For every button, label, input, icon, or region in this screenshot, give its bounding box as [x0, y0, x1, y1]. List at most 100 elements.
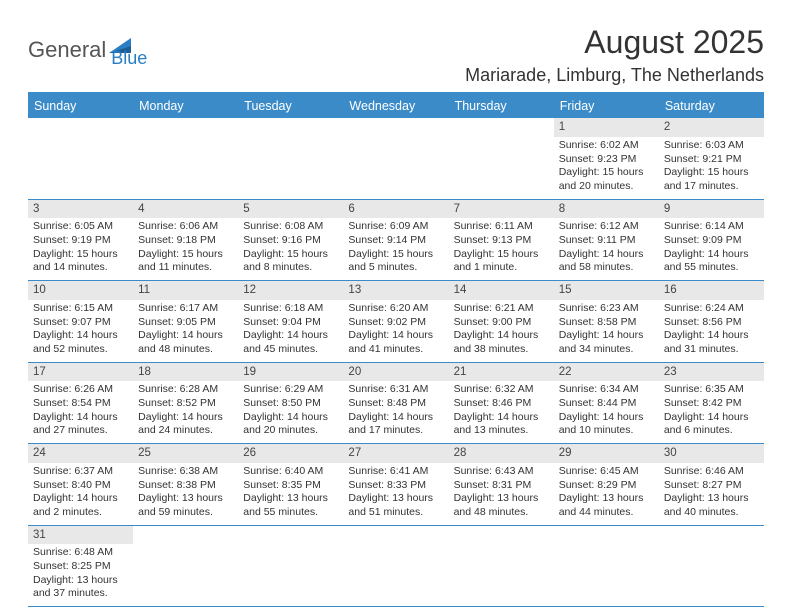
day-number: 7: [449, 200, 554, 219]
sunrise-line: Sunrise: 6:21 AM: [454, 302, 549, 316]
day-number: 18: [133, 363, 238, 382]
sunset-line: Sunset: 8:42 PM: [664, 397, 759, 411]
day-number: 22: [554, 363, 659, 382]
calendar-row: 31Sunrise: 6:48 AMSunset: 8:25 PMDayligh…: [28, 525, 764, 607]
header: General Blue August 2025 Mariarade, Limb…: [28, 24, 764, 86]
empty-cell: [238, 118, 343, 199]
daylight-line: Daylight: 13 hours and 51 minutes.: [348, 492, 443, 519]
day-cell-28: 28Sunrise: 6:43 AMSunset: 8:31 PMDayligh…: [449, 444, 554, 526]
daylight-line: Daylight: 13 hours and 48 minutes.: [454, 492, 549, 519]
sunrise-line: Sunrise: 6:40 AM: [243, 465, 338, 479]
day-body: Sunrise: 6:21 AMSunset: 9:00 PMDaylight:…: [449, 300, 554, 362]
sunrise-line: Sunrise: 6:38 AM: [138, 465, 233, 479]
day-number: 11: [133, 281, 238, 300]
daylight-line: Daylight: 14 hours and 10 minutes.: [559, 411, 654, 438]
day-cell-25: 25Sunrise: 6:38 AMSunset: 8:38 PMDayligh…: [133, 444, 238, 526]
day-body: Sunrise: 6:06 AMSunset: 9:18 PMDaylight:…: [133, 218, 238, 280]
calendar: SundayMondayTuesdayWednesdayThursdayFrid…: [28, 94, 764, 607]
day-cell-29: 29Sunrise: 6:45 AMSunset: 8:29 PMDayligh…: [554, 444, 659, 526]
logo: General Blue: [28, 30, 147, 69]
empty-cell: [449, 118, 554, 199]
daylight-line: Daylight: 14 hours and 2 minutes.: [33, 492, 128, 519]
day-body: Sunrise: 6:35 AMSunset: 8:42 PMDaylight:…: [659, 381, 764, 443]
sunset-line: Sunset: 8:25 PM: [33, 560, 128, 574]
day-body: Sunrise: 6:32 AMSunset: 8:46 PMDaylight:…: [449, 381, 554, 443]
sunrise-line: Sunrise: 6:23 AM: [559, 302, 654, 316]
calendar-row: 17Sunrise: 6:26 AMSunset: 8:54 PM Dayligh…: [28, 362, 764, 444]
day-cell-7: 7Sunrise: 6:11 AMSunset: 9:13 PMDaylight…: [449, 199, 554, 281]
day-number: 12: [238, 281, 343, 300]
day-body: Sunrise: 6:15 AMSunset: 9:07 PMDaylight:…: [28, 300, 133, 362]
day-cell-14: 14Sunrise: 6:21 AMSunset: 9:00 PMDayligh…: [449, 281, 554, 363]
daylight-line: Daylight: 14 hours and 17 minutes.: [348, 411, 443, 438]
day-number: 9: [659, 200, 764, 219]
sunrise-line: Sunrise: 6:43 AM: [454, 465, 549, 479]
sunrise-line: Sunrise: 6:32 AM: [454, 383, 549, 397]
sunrise-line: Sunrise: 6:46 AM: [664, 465, 759, 479]
sunrise-line: Sunrise: 6:24 AM: [664, 302, 759, 316]
empty-cell: [133, 118, 238, 199]
weekday-tuesday: Tuesday: [238, 94, 343, 118]
sunrise-line: Sunrise: 6:35 AM: [664, 383, 759, 397]
day-body: Sunrise: 6:40 AMSunset: 8:35 PMDaylight:…: [238, 463, 343, 525]
day-number: 24: [28, 444, 133, 463]
daylight-line: Daylight: 14 hours and 52 minutes.: [33, 329, 128, 356]
sunrise-line: Sunrise: 6:45 AM: [559, 465, 654, 479]
day-body: Sunrise: 6:29 AMSunset: 8:50 PMDaylight:…: [238, 381, 343, 443]
title-block: August 2025 Mariarade, Limburg, The Neth…: [465, 24, 764, 86]
day-cell-23: 23Sunrise: 6:35 AMSunset: 8:42 PMDayligh…: [659, 362, 764, 444]
sunrise-line: Sunrise: 6:06 AM: [138, 220, 233, 234]
sunset-line: Sunset: 9:00 PM: [454, 316, 549, 330]
calendar-row: 1Sunrise: 6:02 AMSunset: 9:23 PMDaylight…: [28, 118, 764, 199]
day-number: 31: [28, 526, 133, 545]
sunrise-line: Sunrise: 6:31 AM: [348, 383, 443, 397]
sunrise-line: Sunrise: 6:37 AM: [33, 465, 128, 479]
sunrise-line: Sunrise: 6:48 AM: [33, 546, 128, 560]
daylight-line: Daylight: 14 hours and 38 minutes.: [454, 329, 549, 356]
day-body: Sunrise: 6:28 AMSunset: 8:52 PMDaylight:…: [133, 381, 238, 443]
empty-cell: [449, 525, 554, 607]
sunset-line: Sunset: 9:05 PM: [138, 316, 233, 330]
day-body: Sunrise: 6:34 AMSunset: 8:44 PMDaylight:…: [554, 381, 659, 443]
day-body: Sunrise: 6:38 AMSunset: 8:38 PMDaylight:…: [133, 463, 238, 525]
day-cell-10: 10Sunrise: 6:15 AMSunset: 9:07 PMDayligh…: [28, 281, 133, 363]
sunset-line: Sunset: 8:46 PM: [454, 397, 549, 411]
sunset-line: Sunset: 9:23 PM: [559, 153, 654, 167]
page-title: August 2025: [465, 24, 764, 61]
day-number: 16: [659, 281, 764, 300]
sunrise-line: Sunrise: 6:41 AM: [348, 465, 443, 479]
daylight-line: Daylight: 15 hours and 5 minutes.: [348, 248, 443, 275]
day-body: Sunrise: 6:45 AMSunset: 8:29 PMDaylight:…: [554, 463, 659, 525]
day-number: 6: [343, 200, 448, 219]
sunrise-line: Sunrise: 6:08 AM: [243, 220, 338, 234]
day-cell-22: 22Sunrise: 6:34 AMSunset: 8:44 PMDayligh…: [554, 362, 659, 444]
day-cell-19: 19Sunrise: 6:29 AMSunset: 8:50 PMDayligh…: [238, 362, 343, 444]
sunrise-line: Sunrise: 6:09 AM: [348, 220, 443, 234]
sunrise-line: Sunrise: 6:05 AM: [33, 220, 128, 234]
day-body: Sunrise: 6:12 AMSunset: 9:11 PMDaylight:…: [554, 218, 659, 280]
sunset-line: Sunset: 8:54 PM: [33, 397, 128, 411]
day-number: 17: [28, 363, 133, 382]
sunset-line: Sunset: 9:04 PM: [243, 316, 338, 330]
sunset-line: Sunset: 8:52 PM: [138, 397, 233, 411]
day-cell-13: 13Sunrise: 6:20 AMSunset: 9:02 PMDayligh…: [343, 281, 448, 363]
day-body: Sunrise: 6:17 AMSunset: 9:05 PMDaylight:…: [133, 300, 238, 362]
day-number: 10: [28, 281, 133, 300]
day-cell-27: 27Sunrise: 6:41 AMSunset: 8:33 PMDayligh…: [343, 444, 448, 526]
weekday-friday: Friday: [554, 94, 659, 118]
empty-cell: [133, 525, 238, 607]
day-body: Sunrise: 6:02 AMSunset: 9:23 PMDaylight:…: [554, 137, 659, 199]
sunrise-line: Sunrise: 6:03 AM: [664, 139, 759, 153]
day-cell-6: 6Sunrise: 6:09 AMSunset: 9:14 PMDaylight…: [343, 199, 448, 281]
sunset-line: Sunset: 8:50 PM: [243, 397, 338, 411]
day-cell-17: 17Sunrise: 6:26 AMSunset: 8:54 PMDayligh…: [28, 362, 133, 444]
day-number: 20: [343, 363, 448, 382]
sunset-line: Sunset: 8:27 PM: [664, 479, 759, 493]
day-cell-21: 21Sunrise: 6:32 AMSunset: 8:46 PMDayligh…: [449, 362, 554, 444]
daylight-line: Daylight: 13 hours and 44 minutes.: [559, 492, 654, 519]
sunrise-line: Sunrise: 6:26 AM: [33, 383, 128, 397]
sunset-line: Sunset: 9:14 PM: [348, 234, 443, 248]
sunset-line: Sunset: 9:07 PM: [33, 316, 128, 330]
day-number: 15: [554, 281, 659, 300]
day-body: Sunrise: 6:43 AMSunset: 8:31 PMDaylight:…: [449, 463, 554, 525]
